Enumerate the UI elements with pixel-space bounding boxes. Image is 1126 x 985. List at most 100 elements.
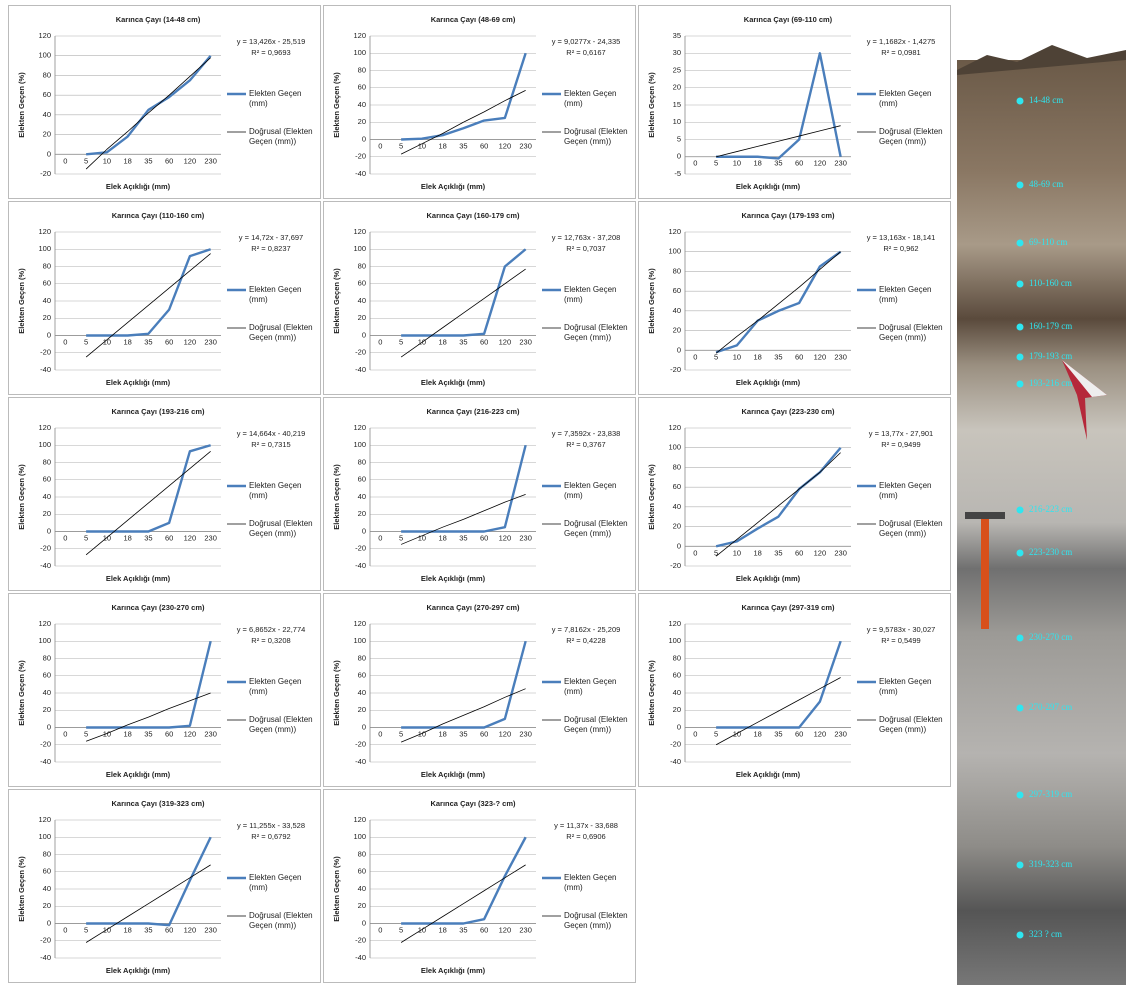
x-tick-label: 18 [123,337,131,346]
x-tick-label: 18 [753,548,761,557]
chart-panel: Karınca Çayı (179-193 cm) -20 0 20 40 60 80 100… [638,201,951,395]
y-axis-label: Elekten Geçen (%) [332,72,341,138]
y-tick-label: 0 [47,330,51,339]
y-tick-label: 0 [677,722,681,731]
chart-title: Karınca Çayı (270-297 cm) [427,603,520,612]
series-line [85,450,211,556]
x-tick-label: 35 [144,156,152,165]
x-tick-label: 0 [378,925,382,934]
legend-entry: Elekten Geçen (mm) [564,285,617,304]
photo-label: 216-223 cm [1029,504,1072,514]
chart: Karınca Çayı (323-? cm) -40 -20 0 20 40 60 80 10… [332,799,618,975]
label-dot [1016,931,1024,939]
chart-title: Karınca Çayı (179-193 cm) [742,211,835,220]
x-axis-label: Elek Açıklığı (mm) [106,770,171,779]
equation: y = 9,5783x - 30,027 [867,625,936,634]
x-tick-label: 5 [399,141,403,150]
legend-entry: Elekten Geçen (mm) [879,481,932,500]
x-tick-label: 230 [519,533,532,542]
y-tick-label: 0 [47,918,51,927]
y-axis-label: Elekten Geçen (%) [17,464,26,530]
x-tick-label: 10 [733,352,741,361]
x-tick-label: 18 [438,533,446,542]
y-tick-label: 0 [47,149,51,158]
y-tick-label: 0 [362,526,366,535]
x-tick-label: 5 [84,156,88,165]
y-tick-label: 100 [353,244,366,253]
x-tick-label: 60 [795,352,803,361]
label-dot [1016,181,1024,189]
y-tick-label: -20 [40,740,51,749]
x-tick-label: 0 [63,729,67,738]
x-tick-label: 120 [184,729,197,738]
x-tick-label: 35 [459,729,467,738]
y-tick-label: -20 [40,169,51,178]
x-axis-label: Elek Açıklığı (mm) [421,966,486,975]
series-line [401,52,527,141]
x-tick-label: 18 [438,729,446,738]
x-tick-label: 230 [204,729,217,738]
x-tick-label: 10 [103,337,111,346]
equation: y = 11,255x - 33,528 [237,821,305,830]
label-dot [1016,97,1024,105]
legend-entry: Doğrusal (Elekten Geçen (mm)) [249,911,313,930]
x-tick-label: 230 [834,729,847,738]
series-line [400,688,526,743]
x-tick-label: 120 [499,729,512,738]
series-line [85,692,211,742]
x-tick-label: 230 [834,352,847,361]
label-dot [1016,549,1024,557]
chart: Karınca Çayı (270-297 cm) -40 -20 0 20 40 60 80… [332,603,620,779]
x-tick-label: 120 [184,337,197,346]
y-tick-label: 0 [677,541,681,550]
y-tick-label: 40 [673,688,681,697]
legend-entry: Doğrusal (Elekten Geçen (mm)) [249,519,313,538]
photo-label: 48-69 cm [1029,179,1063,189]
chart-panel: Karınca Çayı (14-48 cm) -20 0 20 40 60 80 100 12… [8,5,321,199]
x-tick-label: 120 [814,729,827,738]
equation: y = 6,8652x - 22,774 [237,625,306,634]
y-tick-label: 40 [358,296,366,305]
r-squared: R² = 0,962 [883,244,918,253]
y-tick-label: 40 [358,688,366,697]
x-tick-label: 35 [459,925,467,934]
x-tick-label: 120 [499,533,512,542]
y-tick-label: -40 [40,953,51,962]
y-tick-label: 80 [43,849,51,858]
x-tick-label: 5 [399,337,403,346]
y-tick-label: 80 [358,653,366,662]
x-axis-label: Elek Açıklığı (mm) [736,574,801,583]
equation: y = 14,664x - 40,219 [237,429,306,438]
series-line [716,125,841,158]
x-tick-label: 0 [378,533,382,542]
legend-entry: Doğrusal (Elekten Geçen (mm)) [249,715,313,734]
x-tick-label: 0 [378,141,382,150]
y-tick-label: 40 [358,492,366,501]
y-tick-label: 40 [43,492,51,501]
label-dot [1016,791,1024,799]
series-line [715,251,841,354]
x-tick-label: 5 [714,159,718,168]
series-line [85,253,211,358]
legend-entry: Elekten Geçen (mm) [564,873,617,892]
x-tick-label: 18 [753,352,761,361]
x-tick-label: 60 [165,337,173,346]
y-tick-label: 30 [673,48,681,57]
series-line [401,640,527,729]
x-tick-label: 120 [814,548,827,557]
series-line [401,248,527,337]
x-axis-label: Elek Açıklığı (mm) [106,378,171,387]
equation: y = 1,1682x - 1,4275 [867,37,936,46]
chart: Karınca Çayı (179-193 cm)-20020406080100… [647,211,936,387]
series-line [400,268,526,358]
y-tick-label: 60 [673,286,681,295]
label-dot [1016,634,1024,642]
x-tick-label: 35 [774,548,782,557]
x-tick-label: 60 [480,925,488,934]
chart: Karınca Çayı (160-179 cm) -40 -20 0 20 40 60 80… [332,211,620,387]
label-dot [1016,239,1024,247]
chart: Karınca Çayı (223-230 cm)-20020406080100… [647,407,933,583]
series-line [715,452,841,557]
equation: y = 13,163x - 18,141 [867,233,936,242]
x-tick-label: 120 [184,925,197,934]
